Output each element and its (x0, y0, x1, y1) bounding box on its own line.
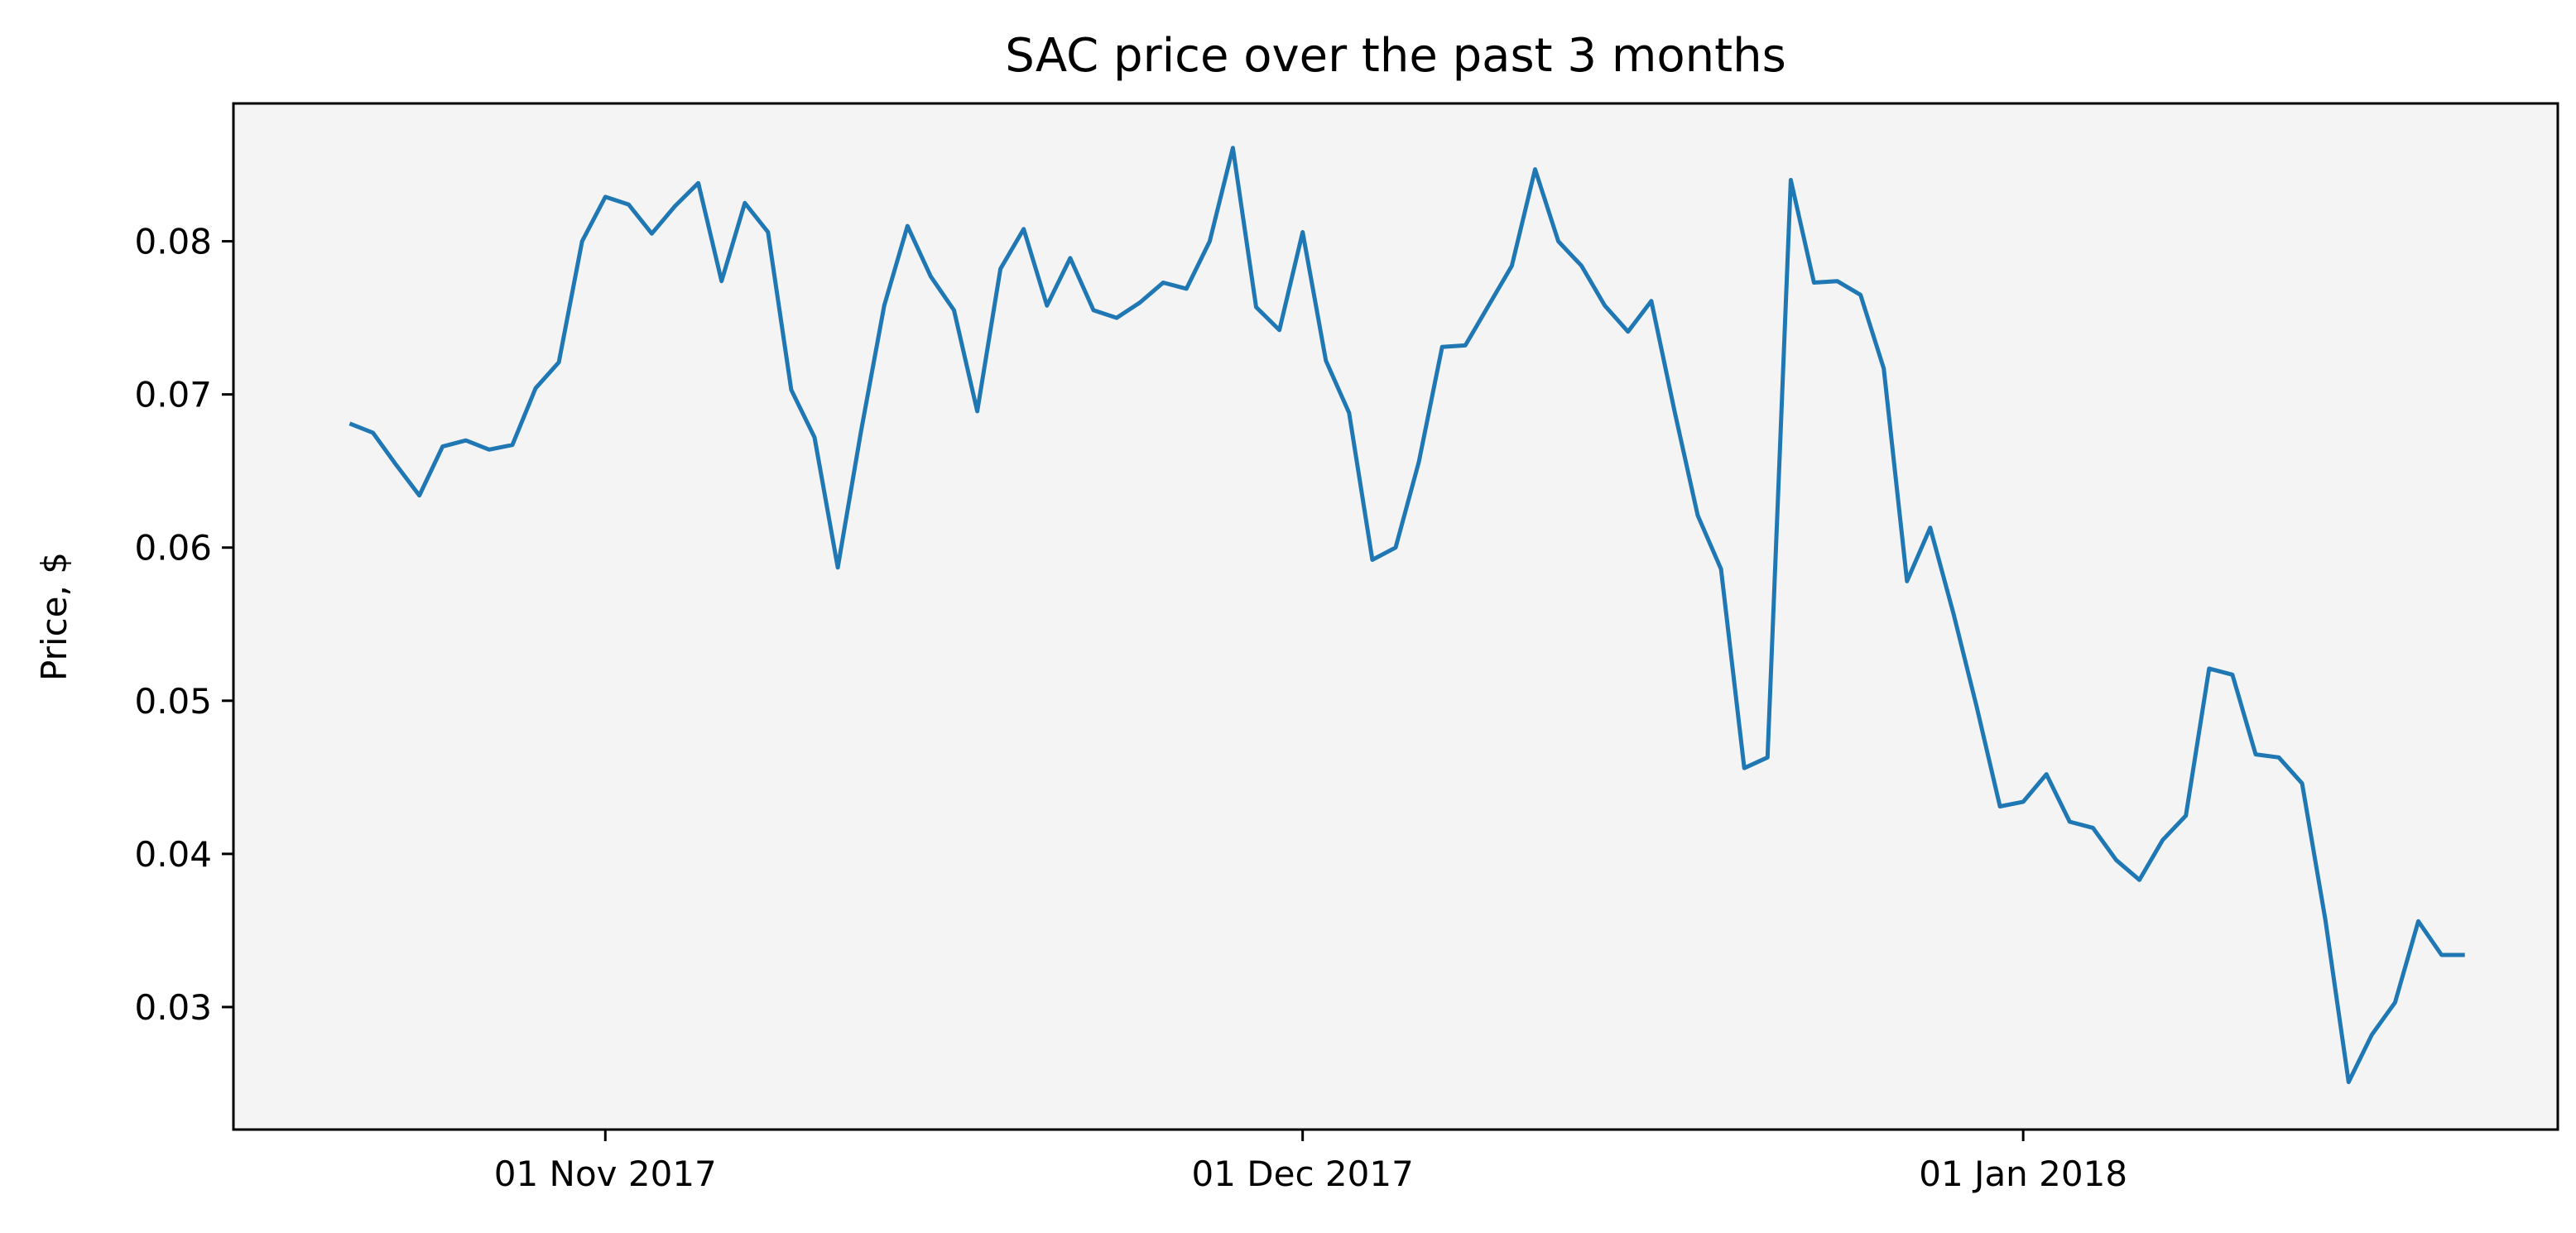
plot-area (233, 103, 2558, 1130)
y-tick-label: 0.07 (134, 375, 212, 415)
y-axis: 0.03 0.04 0.05 0.06 0.07 0.08 (134, 222, 233, 1028)
y-tick-label: 0.05 (134, 681, 212, 722)
x-tick-label: 01 Jan 2018 (1919, 1154, 2127, 1194)
y-axis-label: Price, $ (34, 552, 74, 681)
y-tick-label: 0.06 (134, 528, 212, 569)
x-tick-label: 01 Nov 2017 (494, 1154, 717, 1194)
chart-title: SAC price over the past 3 months (1005, 29, 1786, 83)
x-axis: 01 Nov 2017 01 Dec 2017 01 Jan 2018 (494, 1130, 2127, 1194)
y-tick-label: 0.03 (134, 987, 212, 1028)
x-tick-label: 01 Dec 2017 (1192, 1154, 1414, 1194)
y-tick-label: 0.04 (134, 834, 212, 875)
y-tick-label: 0.08 (134, 222, 212, 262)
